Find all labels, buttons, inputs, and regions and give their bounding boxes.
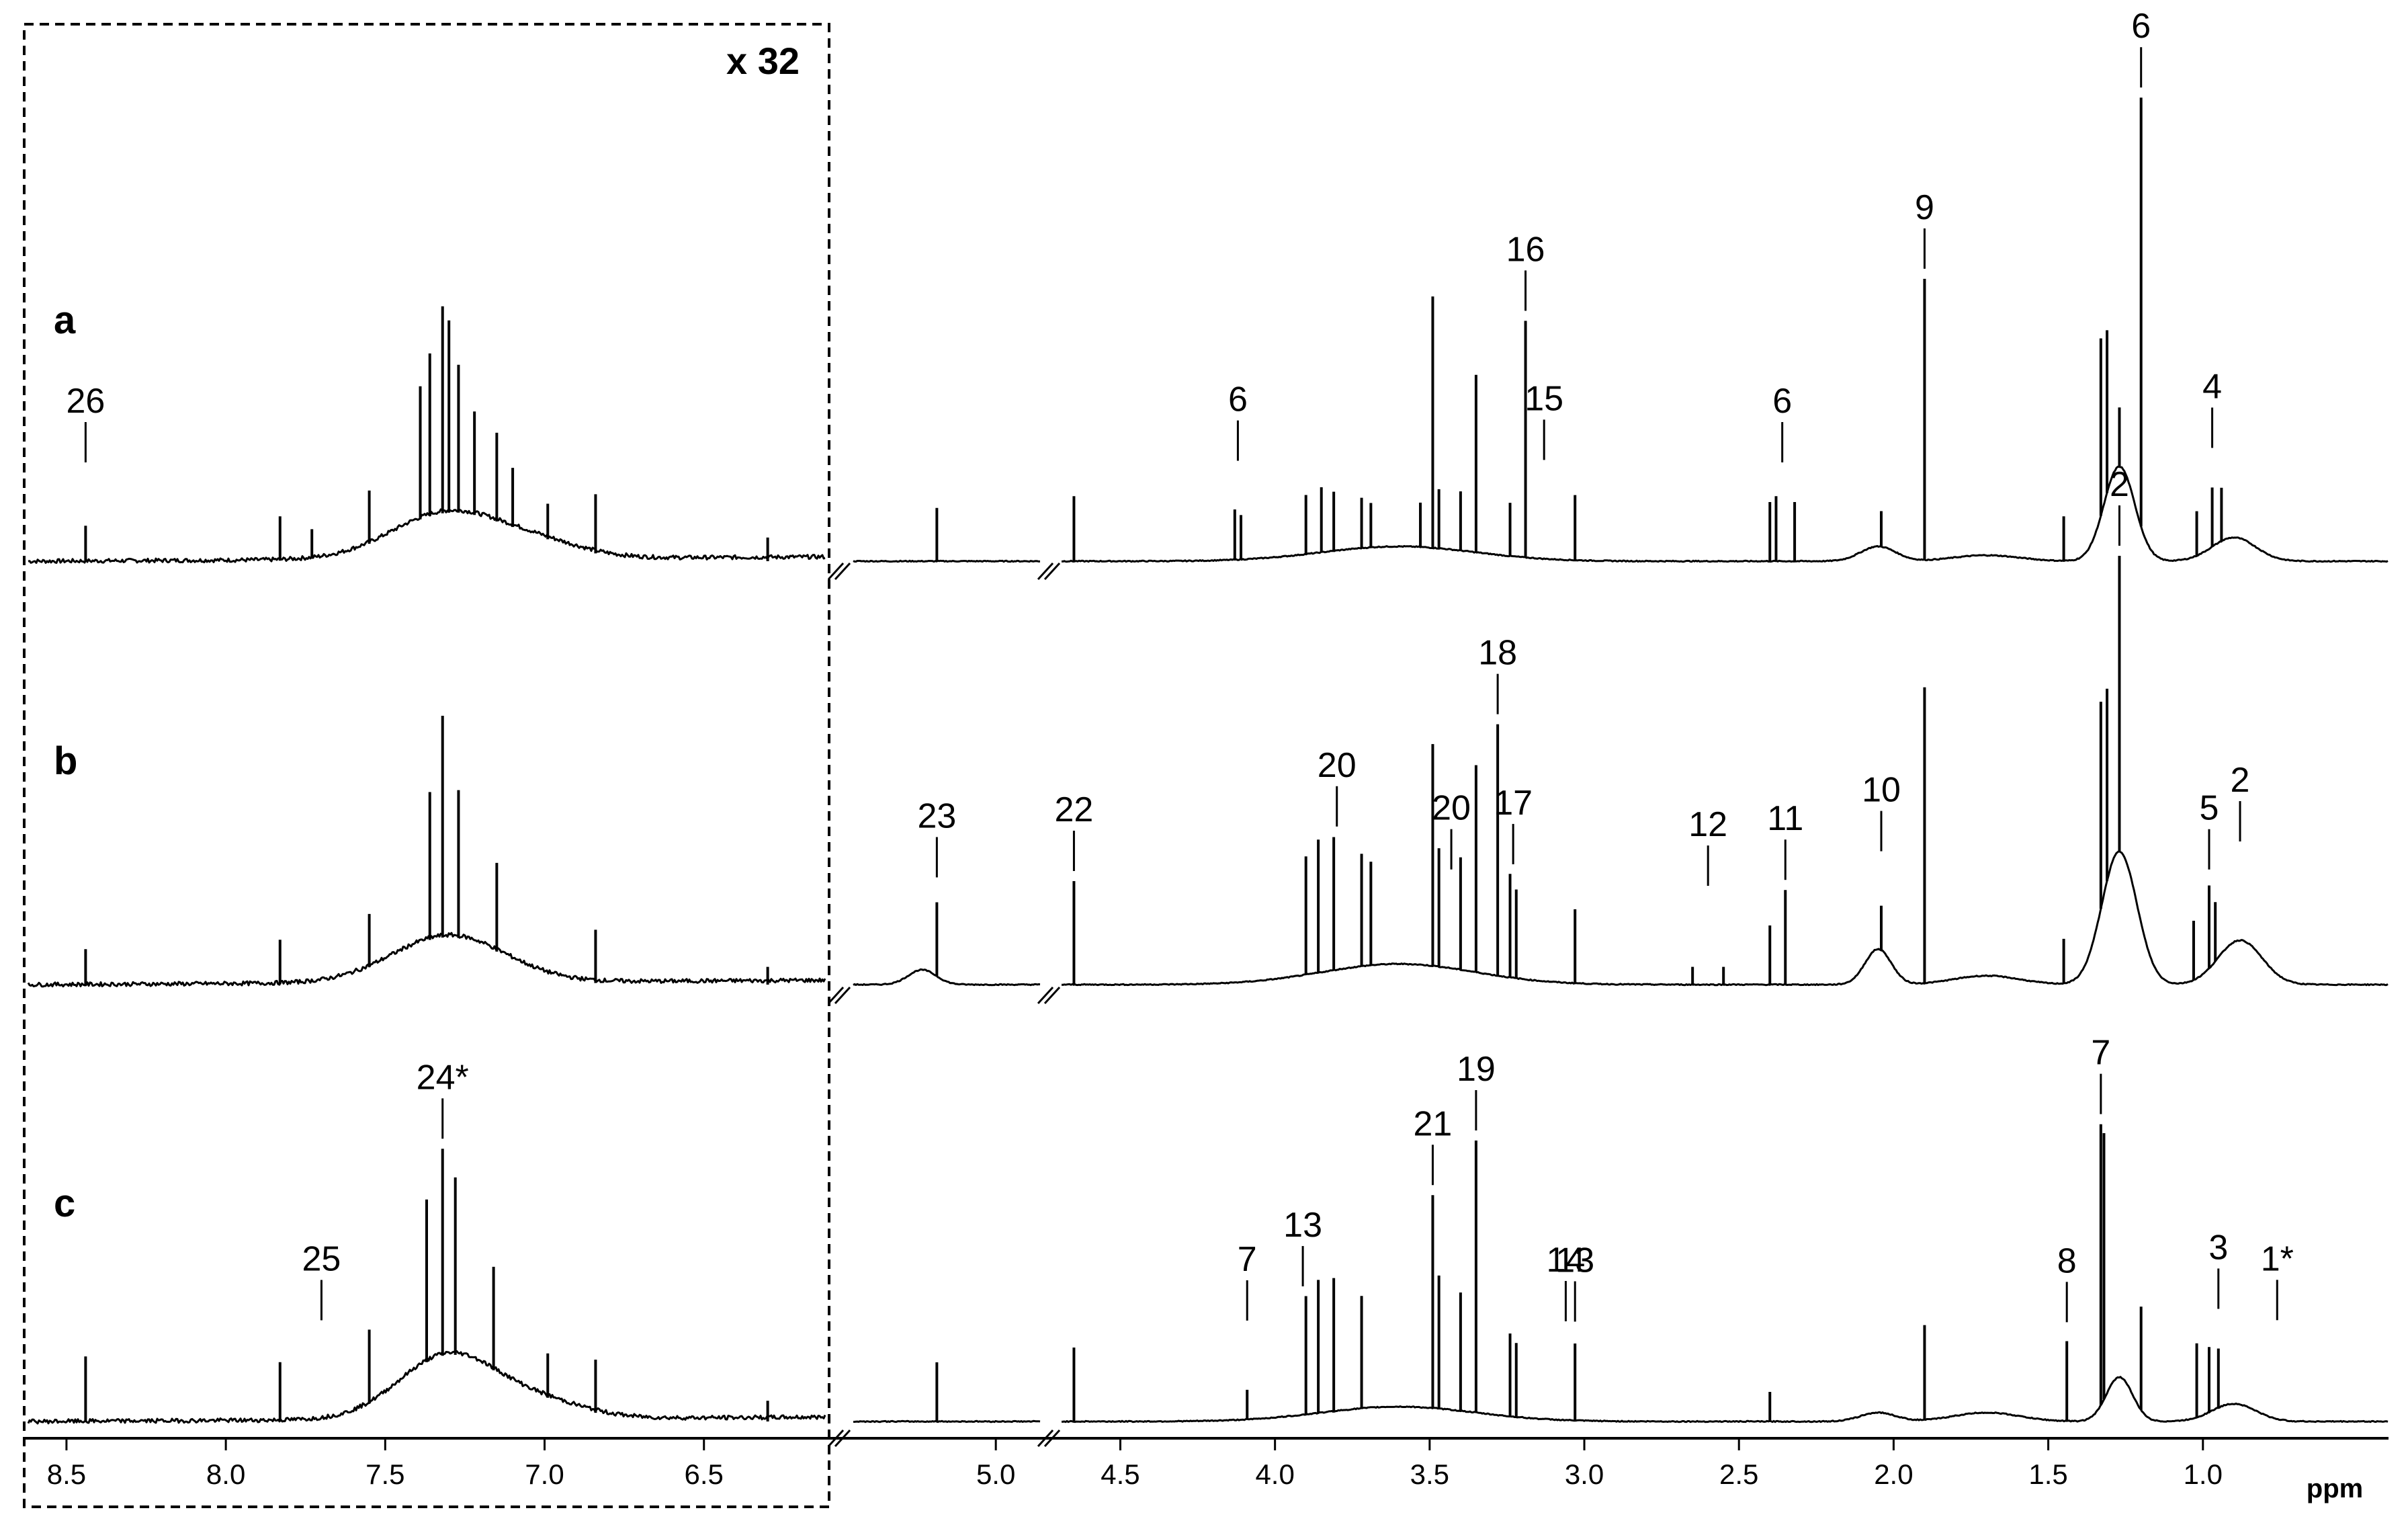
annotation-c-21: 21 <box>1414 1104 1453 1143</box>
x-tick-label: 7.0 <box>525 1458 564 1490</box>
annotation-a-26: 26 <box>66 382 105 421</box>
annotation-c-13: 13 <box>1555 1241 1594 1280</box>
annotation-b-11: 11 <box>1767 799 1803 838</box>
annotation-c-7: 7 <box>1238 1240 1257 1279</box>
annotation-b-18: 18 <box>1478 634 1517 673</box>
annotation-c-24*: 24* <box>417 1058 469 1097</box>
scale-factor-label: x 32 <box>726 40 800 82</box>
spectrum-c-baseline-aliphatic <box>1062 1376 2389 1423</box>
annotation-c-13: 13 <box>1283 1206 1322 1245</box>
annotation-a-6: 6 <box>2131 7 2151 46</box>
spectrum-b-baseline-anomeric <box>853 968 1041 987</box>
annotation-b-5: 5 <box>2200 789 2219 828</box>
annotation-c-25: 25 <box>302 1239 341 1278</box>
annotation-b-20: 20 <box>1318 746 1357 785</box>
annotation-b-17: 17 <box>1494 784 1533 823</box>
x-tick-label: 2.5 <box>1719 1458 1758 1490</box>
annotation-c-3: 3 <box>2208 1228 2228 1267</box>
axis-break-marks <box>827 562 1061 1448</box>
spectrum-c <box>27 1124 2389 1425</box>
panel-label-a: a <box>54 298 76 342</box>
x-tick-label: 8.0 <box>206 1458 245 1490</box>
annotation-b-2: 2 <box>2110 465 2129 504</box>
panel-label-c: c <box>54 1182 75 1225</box>
x-tick-label: 3.5 <box>1410 1458 1449 1490</box>
zoom-box-aromatic <box>23 23 830 1508</box>
x-tick-label: 6.5 <box>685 1458 724 1490</box>
annotation-a-15: 15 <box>1524 379 1563 418</box>
annotation-b-20: 20 <box>1432 789 1471 828</box>
annotation-b-12: 12 <box>1688 805 1727 844</box>
spectrum-b-baseline-aromatic <box>27 932 826 988</box>
x-tick-label: 1.5 <box>2028 1458 2067 1490</box>
x-tick-label: 4.0 <box>1255 1458 1294 1490</box>
spectrum-a <box>28 97 2389 564</box>
annotation-a-6: 6 <box>1772 382 1792 421</box>
spectra-layer <box>27 97 2389 1425</box>
annotation-a-9: 9 <box>1915 188 1934 227</box>
x-tick-label: 3.0 <box>1565 1458 1604 1490</box>
annotation-a-4: 4 <box>2202 367 2222 406</box>
spectrum-a-baseline-aromatic <box>28 508 826 564</box>
spectrum-b <box>27 555 2389 988</box>
annotation-a-16: 16 <box>1506 230 1545 269</box>
annotation-c-1*: 1* <box>2261 1239 2294 1278</box>
annotation-b-10: 10 <box>1862 771 1901 810</box>
x-tick-label: 4.5 <box>1101 1458 1140 1490</box>
annotation-a-6: 6 <box>1228 380 1248 419</box>
spectrum-a-baseline-aliphatic <box>1061 466 2389 563</box>
annotation-c-19: 19 <box>1457 1050 1496 1089</box>
panel-label-b: b <box>54 739 77 783</box>
annotation-c-8: 8 <box>2057 1241 2077 1280</box>
x-tick-label: 8.5 <box>47 1458 86 1490</box>
annotation-c-7: 7 <box>2091 1034 2110 1073</box>
annotation-c-14: 14 <box>1546 1241 1585 1280</box>
annotation-b-23: 23 <box>917 796 956 835</box>
x-tick-label: 5.0 <box>976 1458 1015 1490</box>
x-axis-ticks: 8.5 8.0 7.5 7.0 6.5 5.0 4.5 4.0 3.5 3.0 2.5 2.0 1.5 1… <box>47 1438 2223 1490</box>
annotation-b-2: 2 <box>2231 761 2250 800</box>
x-tick-label: 2.0 <box>1874 1458 1913 1490</box>
x-axis-unit-label: ppm <box>2307 1474 2363 1503</box>
x-tick-label: 1.0 <box>2184 1458 2223 1490</box>
annotation-b-22: 22 <box>1054 790 1093 829</box>
x-tick-label: 7.5 <box>366 1458 404 1490</box>
spectrum-b-baseline-aliphatic <box>1061 850 2389 987</box>
